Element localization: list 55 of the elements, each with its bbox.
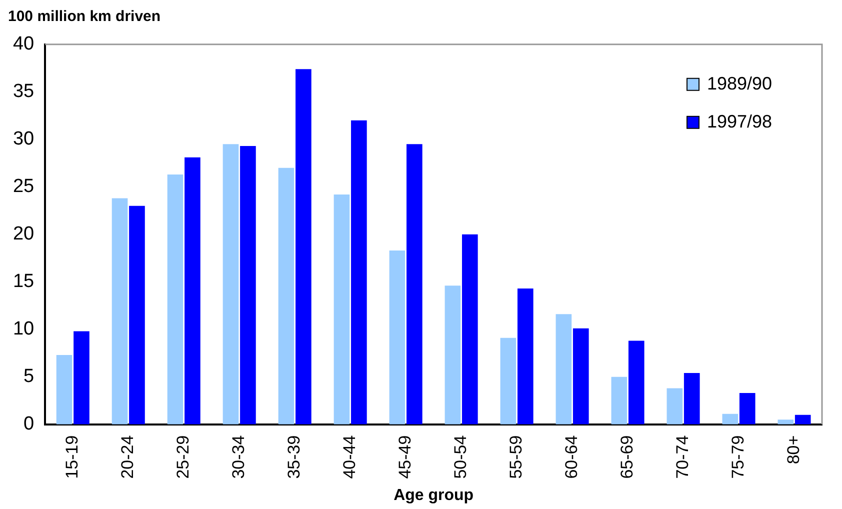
- bar: [611, 376, 628, 424]
- bar: [129, 206, 145, 424]
- bar: [222, 144, 239, 424]
- x-tick-label: 20-24: [118, 435, 138, 479]
- x-tick-label: 65-69: [617, 435, 636, 479]
- bar: [56, 354, 72, 424]
- legend-label: 1997/98: [707, 111, 772, 132]
- bar: [556, 314, 572, 424]
- x-tick-label: 55-59: [506, 435, 526, 479]
- bar: [112, 198, 128, 424]
- x-tick-label: 40-44: [340, 435, 360, 479]
- y-tick-label: 5: [24, 366, 34, 388]
- bar: [184, 157, 200, 424]
- bar: [778, 420, 794, 424]
- y-axis-title: 100 million km driven: [8, 8, 161, 25]
- x-tick-label: 60-64: [562, 435, 581, 479]
- bar: [296, 69, 312, 424]
- y-tick-label: 30: [12, 128, 34, 150]
- bar: [278, 168, 294, 424]
- bar: [240, 146, 256, 424]
- x-axis-title: Age group: [394, 486, 474, 504]
- bar: [74, 331, 90, 424]
- bar: [572, 328, 589, 424]
- y-tick-label: 25: [12, 176, 34, 198]
- y-tick-label: 15: [12, 271, 34, 292]
- y-tick-label: 35: [12, 81, 34, 102]
- bar: [684, 373, 700, 424]
- bar: [794, 414, 811, 424]
- x-tick-label: 80+: [784, 435, 803, 464]
- bar: [406, 144, 422, 424]
- x-tick-label: 35-39: [284, 435, 304, 479]
- bar: [167, 174, 184, 424]
- bar: [389, 250, 406, 424]
- bar: [334, 194, 350, 424]
- x-tick-label: 15-19: [62, 435, 82, 479]
- bar: [739, 392, 756, 424]
- bar: [722, 414, 738, 424]
- x-tick-label: 75-79: [728, 435, 748, 479]
- legend-label: 1989/90: [707, 73, 772, 94]
- x-tick-label: 70-74: [672, 435, 692, 479]
- bar: [666, 388, 683, 424]
- x-tick-label: 30-34: [229, 435, 248, 479]
- bar: [462, 234, 478, 424]
- bar: [500, 338, 516, 424]
- bar: [351, 120, 367, 424]
- y-tick-label: 20: [12, 224, 34, 245]
- x-tick-label: 25-29: [174, 435, 193, 479]
- y-tick-label: 10: [12, 318, 34, 340]
- x-tick-label: 50-54: [451, 435, 470, 479]
- bar: [444, 286, 461, 424]
- bar: [517, 288, 534, 424]
- y-tick-label: 0: [24, 414, 34, 435]
- y-tick-label: 40: [12, 34, 34, 55]
- x-tick-label: 45-49: [396, 435, 415, 479]
- bar: [628, 340, 644, 424]
